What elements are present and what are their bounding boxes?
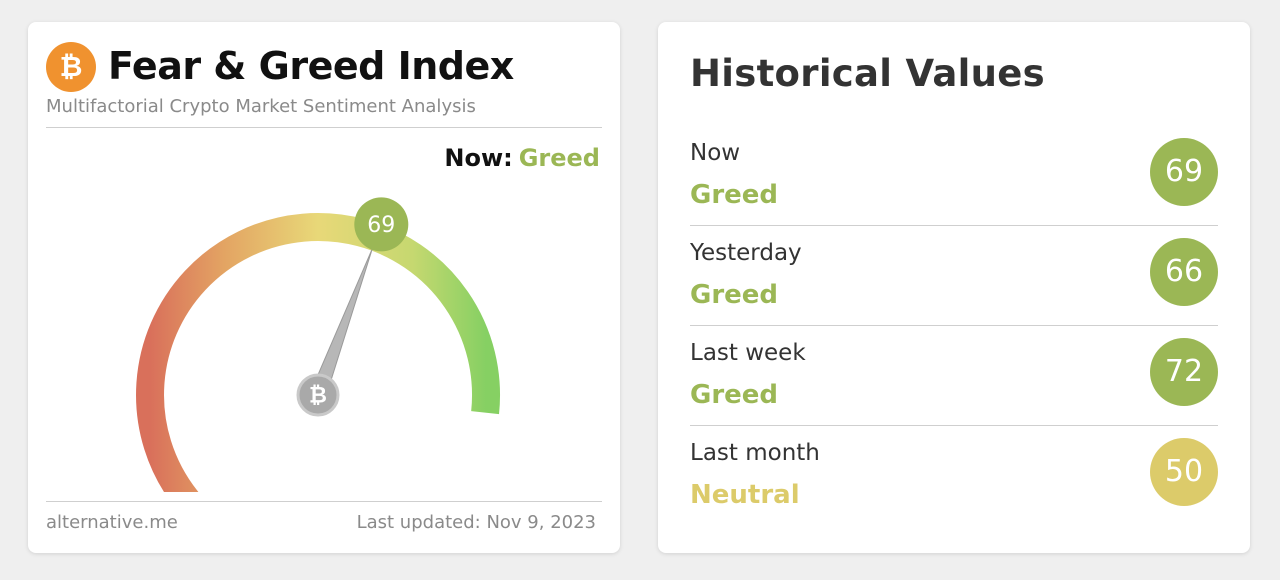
history-row-yesterday: Yesterday Greed 66 <box>690 226 1218 326</box>
page-subtitle: Multifactorial Crypto Market Sentiment A… <box>46 96 476 117</box>
history-period: Last month <box>690 440 820 466</box>
sentiment-gauge: ₿ 69 <box>136 197 500 492</box>
fear-greed-card: ₿ Fear & Greed Index Multifactorial Cryp… <box>28 22 620 553</box>
history-period: Last week <box>690 340 806 366</box>
row-divider <box>690 225 1218 226</box>
source-link[interactable]: alternative.me <box>46 512 178 533</box>
history-classification: Greed <box>690 180 779 210</box>
value-badge-text: 69 <box>367 213 395 238</box>
history-classification: Neutral <box>690 480 800 510</box>
page-title: Fear & Greed Index <box>108 44 514 88</box>
row-divider <box>690 325 1218 326</box>
history-row-now: Now Greed 69 <box>690 126 1218 226</box>
needle-hub-bitcoin-icon: ₿ <box>296 373 340 417</box>
row-divider <box>690 425 1218 426</box>
history-row-last-week: Last week Greed 72 <box>690 326 1218 426</box>
historical-title: Historical Values <box>690 52 1045 95</box>
last-updated: Last updated: Nov 9, 2023 <box>356 512 596 533</box>
bitcoin-logo-icon: ₿ <box>46 42 96 92</box>
history-value-badge: 69 <box>1150 138 1218 206</box>
history-classification: Greed <box>690 280 779 310</box>
history-value-badge: 66 <box>1150 238 1218 306</box>
now-label: Now: <box>444 144 513 172</box>
history-row-last-month: Last month Neutral 50 <box>690 426 1218 526</box>
now-status: Now: Greed <box>444 144 600 172</box>
history-period: Now <box>690 140 741 166</box>
historical-values-card: Historical Values Now Greed 69 Yesterday… <box>658 22 1250 553</box>
gauge-arc <box>136 213 500 492</box>
history-value-badge: 50 <box>1150 438 1218 506</box>
history-classification: Greed <box>690 380 779 410</box>
history-period: Yesterday <box>690 240 802 266</box>
header-divider <box>46 127 602 128</box>
footer-divider <box>46 501 602 502</box>
now-value: Greed <box>518 144 600 172</box>
history-value-badge: 72 <box>1150 338 1218 406</box>
hub-glyph: ₿ <box>309 384 327 409</box>
value-badge: 69 <box>354 197 409 252</box>
